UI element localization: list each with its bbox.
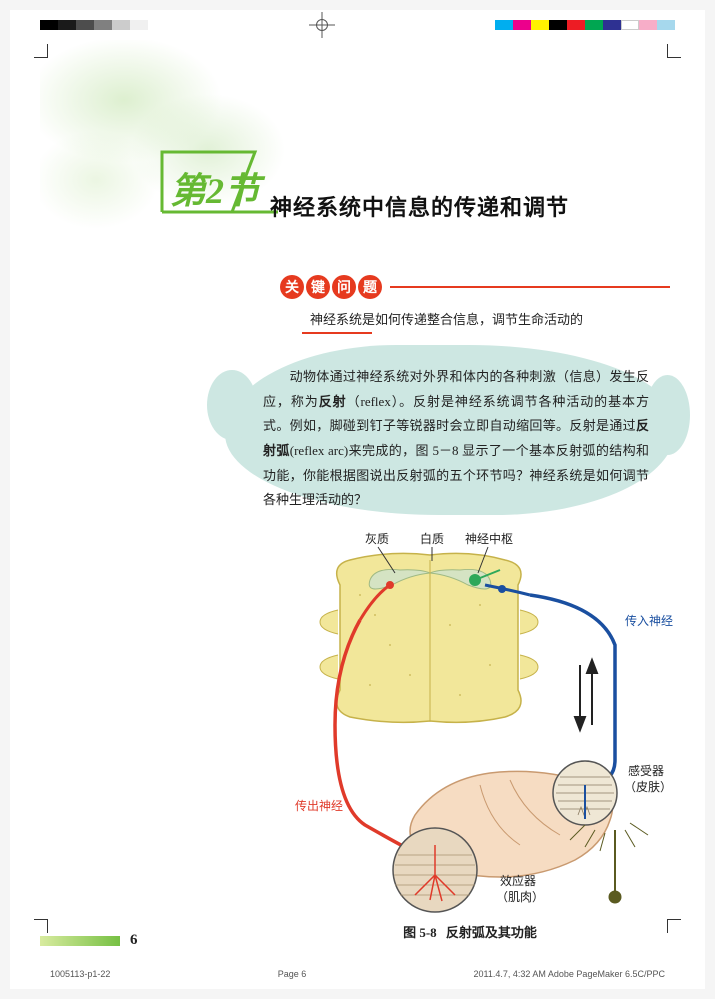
label-receptor: 感受器: [628, 763, 664, 778]
footer-slug: 1005113-p1-22 Page 6 2011.4.7, 4:32 AM A…: [50, 969, 665, 979]
grayscale-swatches: [40, 20, 148, 30]
crop-mark: [667, 919, 687, 939]
label-nerve-center: 神经中枢: [465, 531, 513, 546]
section-number: 第2节: [170, 162, 260, 214]
intro-text: 动物体通过神经系统对外界和体内的各种刺激（信息）发生反应，称为反射（reflex…: [225, 345, 675, 531]
page-number-bar: 6: [40, 932, 138, 949]
reflex-arc-diagram: 灰质 白质 神经中枢 传入神经 传出神经: [280, 525, 680, 920]
key-badge-char: 问: [332, 275, 356, 299]
label-gray-matter: 灰质: [365, 532, 389, 546]
crop-mark: [28, 38, 48, 58]
label-effector: 效应器: [500, 873, 536, 888]
footer-right: 2011.4.7, 4:32 AM Adobe PageMaker 6.5C/P…: [474, 969, 665, 979]
color-swatches: [495, 20, 675, 30]
section-title: 神经系统中信息的传递和调节: [270, 190, 569, 222]
key-badge-char: 键: [306, 275, 330, 299]
footer-left: 1005113-p1-22: [50, 969, 110, 979]
page-number: 6: [130, 932, 138, 949]
page-number-gradient: [40, 936, 120, 946]
key-question-divider: [390, 286, 670, 288]
crop-mark: [667, 38, 687, 58]
label-white-matter: 白质: [420, 531, 444, 546]
key-badge-char: 题: [358, 275, 382, 299]
key-question-underline: [302, 332, 372, 334]
section-header: 第2节 神经系统中信息的传递和调节: [160, 150, 680, 225]
crosshair-icon: [309, 12, 335, 38]
label-effector-sub: （肌肉）: [496, 890, 544, 904]
key-question: 关 键 问 题 神经系统是如何传递整合信息，调节生命活动的: [280, 275, 670, 334]
key-question-text: 神经系统是如何传递整合信息，调节生命活动的: [280, 305, 670, 328]
section-badge: 第2节: [160, 150, 280, 220]
figure-number: 图 5-8: [403, 925, 437, 940]
key-badge-char: 关: [280, 275, 304, 299]
effector-detail: [393, 828, 477, 912]
label-efferent: 传出神经: [295, 798, 343, 813]
label-receptor-sub: （皮肤）: [624, 779, 672, 794]
figure-caption-text: 反射弧及其功能: [446, 925, 537, 940]
page: 第2节 神经系统中信息的传递和调节 关 键 问 题 神经系统是如何传递整合信息，…: [10, 10, 705, 989]
receptor-detail: [553, 761, 617, 825]
registration-bar: [10, 14, 705, 36]
intro-cloud: 动物体通过神经系统对外界和体内的各种刺激（信息）发生反应，称为反射（reflex…: [225, 345, 675, 515]
footer-mid: Page 6: [278, 969, 307, 979]
figure-caption: 图 5-8 反射弧及其功能: [290, 922, 650, 941]
label-afferent: 传入神经: [625, 613, 673, 628]
